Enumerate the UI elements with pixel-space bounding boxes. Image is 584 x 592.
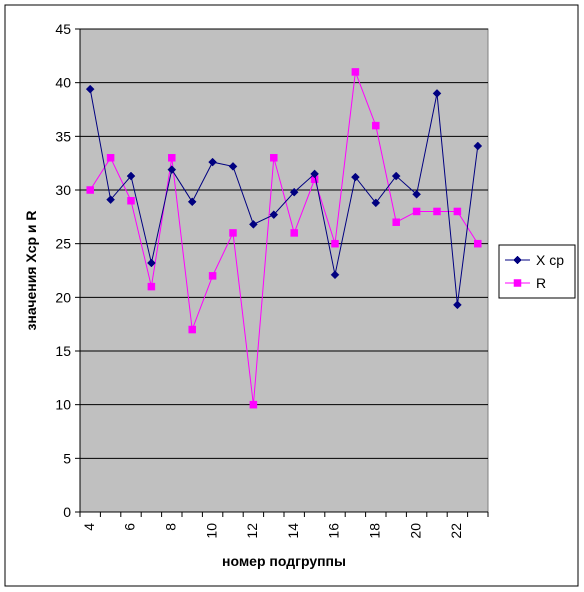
y-tick-label: 25 — [55, 236, 71, 252]
data-point — [330, 270, 340, 280]
data-point — [474, 239, 482, 248]
data-point — [147, 258, 156, 268]
data-point — [433, 207, 441, 216]
y-tick-label: 10 — [55, 397, 71, 413]
x-tick-label: 16 — [326, 523, 342, 539]
gridlines — [80, 28, 488, 459]
data-point — [187, 197, 197, 207]
data-point — [453, 300, 462, 310]
data-point — [106, 154, 115, 162]
data-point — [228, 162, 238, 171]
data-point — [208, 157, 217, 167]
data-point — [270, 154, 278, 162]
y-tick-label: 30 — [55, 182, 71, 198]
data-point — [513, 255, 522, 265]
data-point — [289, 187, 299, 197]
x-tick-label: 20 — [407, 523, 423, 539]
legend-item: X ср — [505, 252, 564, 268]
y-axis-title: значения Хср и R — [23, 210, 39, 330]
x-tick-label: 18 — [367, 523, 383, 539]
series-line — [89, 89, 479, 305]
data-point — [168, 154, 176, 162]
data-point — [229, 229, 237, 237]
data-point — [372, 121, 380, 130]
series-xcp — [85, 84, 483, 310]
data-point — [331, 239, 339, 248]
y-axis-ticks: 0 5 10 15 20 25 30 35 40 45 — [55, 21, 80, 520]
x-tick-label: 22 — [448, 523, 464, 539]
data-point — [188, 325, 196, 334]
y-tick-label: 20 — [55, 289, 71, 305]
data-point — [391, 171, 401, 181]
data-point — [371, 198, 381, 208]
x-tick-label: 4 — [81, 523, 97, 531]
data-point — [269, 210, 279, 220]
data-point — [392, 218, 400, 226]
series-r — [86, 68, 482, 409]
data-point — [473, 141, 483, 151]
data-point — [412, 189, 421, 199]
x-tick-label: 14 — [285, 523, 301, 539]
data-point — [432, 89, 442, 98]
data-point — [351, 172, 360, 182]
data-point — [85, 84, 95, 94]
data-point — [86, 186, 94, 194]
y-tick-label: 40 — [55, 75, 71, 91]
x-axis-ticks: 4 6 8 10 12 14 16 18 20 22 — [79, 512, 489, 539]
x-tick-label: 6 — [122, 523, 138, 531]
data-point — [106, 195, 115, 205]
legend-label: R — [536, 275, 546, 291]
x-tick-label: 12 — [244, 523, 260, 539]
y-tick-label: 0 — [63, 504, 71, 520]
data-point — [249, 219, 258, 229]
series-layer — [85, 68, 483, 409]
data-point — [147, 282, 156, 291]
data-point — [310, 169, 319, 179]
y-tick-label: 15 — [55, 343, 71, 359]
data-point — [290, 229, 298, 237]
data-point — [513, 279, 522, 287]
data-point — [351, 68, 360, 76]
x-axis-title: номер подгруппы — [222, 553, 346, 569]
data-point — [167, 165, 177, 174]
y-tick-label: 45 — [55, 21, 71, 37]
legend: X ср R — [498, 244, 576, 299]
data-point — [453, 207, 462, 216]
plot-area — [79, 28, 489, 513]
y-tick-label: 5 — [63, 450, 71, 466]
data-point — [412, 207, 421, 216]
data-point — [249, 400, 258, 409]
legend-box — [498, 244, 576, 299]
y-tick-label: 35 — [55, 128, 71, 144]
x-tick-label: 10 — [203, 523, 219, 539]
x-tick-label: 8 — [163, 523, 179, 531]
data-point — [126, 171, 136, 181]
legend-item: R — [505, 275, 546, 291]
data-point — [127, 196, 135, 205]
data-point — [208, 272, 217, 280]
legend-label: X ср — [536, 252, 564, 268]
